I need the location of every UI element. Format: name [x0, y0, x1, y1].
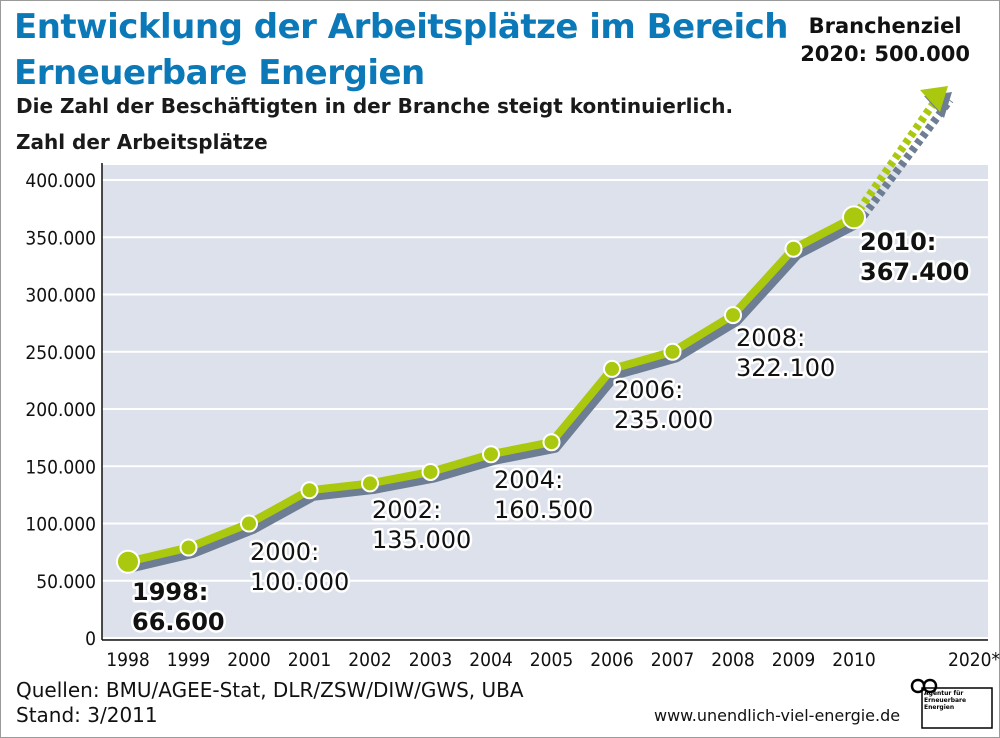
y-axis-label: Zahl der Arbeitsplätze [16, 130, 268, 154]
data-point-2003 [421, 462, 440, 481]
data-label-2006-value: 235.000 [614, 406, 713, 434]
data-label-2006-year: 2006: [614, 376, 683, 404]
x-tick-label: 2005 [530, 649, 574, 671]
x-tick-label: 1999 [167, 649, 211, 671]
data-point-2010 [842, 205, 866, 230]
logo-text: Agentur für Erneuerbare Energien [924, 690, 967, 711]
data-label-1998-value: 66.600 [132, 608, 225, 636]
projection-shadow [854, 97, 954, 226]
plot-top-edge [102, 163, 988, 165]
data-point-2002 [361, 474, 379, 493]
data-label-2010-year: 2010: [860, 228, 936, 256]
y-tick-label: 300.000 [25, 285, 96, 307]
data-point-1999 [179, 538, 198, 557]
data-label-2004-value: 160.500 [494, 496, 593, 524]
data-point-1998 [116, 549, 140, 574]
target-note: Branchenziel 2020: 500.000 [800, 12, 970, 68]
x-tick-label: 2001 [288, 649, 332, 671]
x-tick-label: 2002 [348, 649, 392, 671]
data-label-2004-year: 2004: [494, 466, 563, 494]
sources: Quellen: BMU/AGEE-Stat, DLR/ZSW/DIW/GWS,… [16, 678, 524, 728]
website-link[interactable]: www.unendlich-viel-energie.de [654, 706, 901, 725]
x-tick-label: 2000 [227, 649, 271, 671]
x-tick-label: 2010 [832, 649, 876, 671]
data-point-2007 [663, 342, 682, 361]
chart-title: Entwicklung der Arbeitsplätze im Bereich… [14, 4, 814, 96]
y-tick-label: 200.000 [25, 399, 96, 421]
x-tick-label: 2007 [651, 649, 695, 671]
data-label-2002-year: 2002: [372, 496, 441, 524]
stand-text: Stand: 3/2011 [16, 703, 158, 727]
data-point-2008 [724, 306, 742, 325]
y-tick-label: 100.000 [25, 514, 96, 536]
data-label-2008-year: 2008: [736, 324, 805, 352]
title-line-2: Erneuerbare Energien [14, 53, 425, 93]
projection-arrowhead [920, 86, 948, 112]
sources-text: Quellen: BMU/AGEE-Stat, DLR/ZSW/DIW/GWS,… [16, 678, 524, 702]
y-tick-label: 150.000 [25, 456, 96, 478]
data-point-2000 [240, 514, 258, 533]
target-line-2: 2020: 500.000 [800, 42, 970, 66]
x-tick-label: 2008 [711, 649, 755, 671]
y-tick-label: 250.000 [25, 342, 96, 364]
data-point-2001 [300, 481, 319, 500]
data-point-2006 [603, 359, 621, 378]
agency-logo: Agentur für Erneuerbare Energien [904, 672, 994, 730]
y-tick-label: 350.000 [25, 227, 96, 249]
data-label-1998-year: 1998: [132, 578, 208, 606]
y-tick-label: 400.000 [25, 170, 96, 192]
data-point-2009 [784, 239, 803, 258]
x-tick-label: 2006 [590, 649, 634, 671]
data-label-2010-value: 367.400 [860, 258, 969, 286]
y-tick-label: 50.000 [36, 571, 96, 593]
x-tick-label: 2020* [948, 649, 1000, 671]
data-label-2000-value: 100.000 [250, 568, 349, 596]
y-tick-label: 0 [85, 628, 96, 650]
infinity-icon [910, 678, 993, 729]
data-point-2004 [482, 445, 500, 464]
x-tick-label: 2003 [409, 649, 453, 671]
projection-line [850, 91, 944, 220]
data-label-2002-value: 135.000 [372, 526, 471, 554]
x-tick-label: 2009 [772, 649, 816, 671]
data-point-2005 [542, 433, 561, 452]
target-line-1: Branchenziel [808, 14, 962, 38]
title-line-1: Entwicklung der Arbeitsplätze im Bereich [14, 7, 789, 47]
data-label-2008-value: 322.100 [736, 354, 835, 382]
plot-background [102, 163, 988, 640]
x-tick-label: 1998 [106, 649, 150, 671]
chart-subtitle: Die Zahl der Beschäftigten in der Branch… [16, 94, 734, 118]
data-label-2000-year: 2000: [250, 538, 319, 566]
x-tick-label: 2004 [469, 649, 513, 671]
